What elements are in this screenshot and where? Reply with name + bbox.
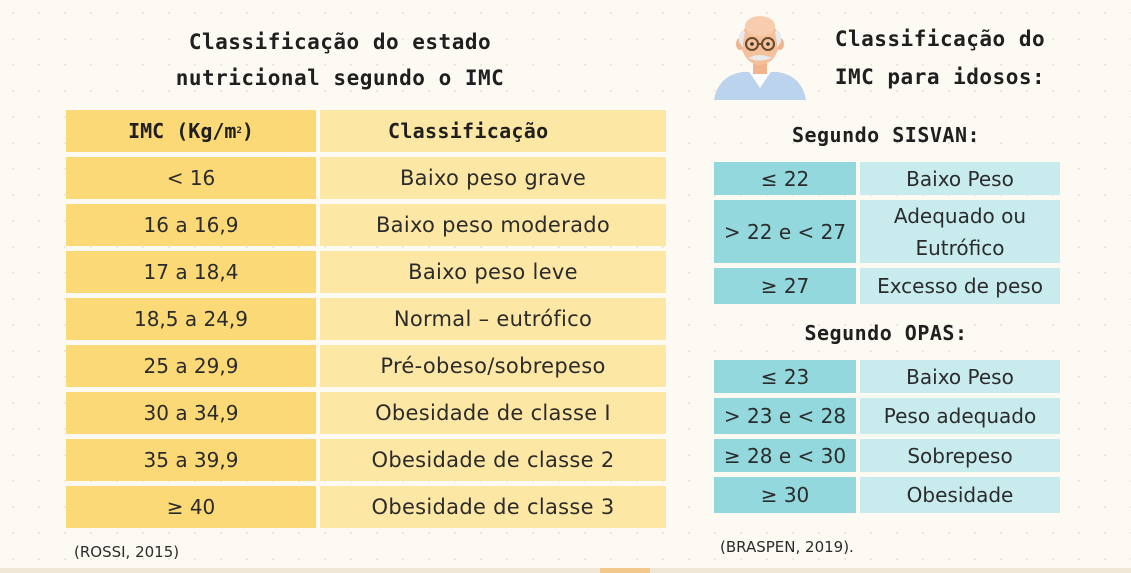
classificacao-cell: Normal – eutrófico: [320, 298, 666, 340]
imc-cell: ≥ 27: [714, 268, 856, 304]
imc-cell: ≤ 22: [714, 162, 856, 195]
table-row: ≥ 30 Obesidade: [714, 477, 1060, 513]
table-row: 25 a 29,9 Pré-obeso/sobrepeso: [66, 345, 666, 387]
imc-cell: ≥ 40: [66, 486, 316, 528]
left-citation: (ROSSI, 2015): [74, 543, 180, 561]
table-row: < 16 Baixo peso grave: [66, 157, 666, 199]
table-header-row: IMC (Kg/m 2) Classificação: [66, 110, 666, 152]
header-imc-text: IMC (Kg/m: [128, 119, 237, 143]
right-title-line1: Classificação do: [834, 27, 1046, 51]
elderly-man-icon: [712, 8, 808, 100]
header-imc-sup: 2: [236, 126, 242, 136]
table-row: 35 a 39,9 Obesidade de classe 2: [66, 439, 666, 481]
table-row: ≤ 23 Baixo Peso: [714, 360, 1060, 393]
classificacao-line2: Eutrófico: [915, 235, 1005, 260]
classificacao-cell: Obesidade de classe I: [320, 392, 666, 434]
opas-table: ≤ 23 Baixo Peso > 23 e < 28 Peso adequad…: [714, 360, 1060, 518]
classificacao-cell: Baixo peso moderado: [320, 204, 666, 246]
table-row: ≥ 40 Obesidade de classe 3: [66, 486, 666, 528]
classificacao-cell: Baixo peso leve: [320, 251, 666, 293]
table-row: 17 a 18,4 Baixo peso leve: [66, 251, 666, 293]
left-title-line1: Classificação do estado: [188, 30, 492, 54]
bottom-strip: [0, 568, 1131, 573]
left-title-line2: nutricional segundo o IMC: [175, 66, 505, 90]
table-row: 16 a 16,9 Baixo peso moderado: [66, 204, 666, 246]
sisvan-title: Segundo SISVAN:: [791, 123, 981, 147]
imc-cell: 30 a 34,9: [66, 392, 316, 434]
imc-cell: 16 a 16,9: [66, 204, 316, 246]
classificacao-cell: Pré-obeso/sobrepeso: [320, 345, 666, 387]
left-title: Classificação do estado nutricional segu…: [130, 24, 550, 96]
imc-cell: 17 a 18,4: [66, 251, 316, 293]
table-row: ≤ 22 Baixo Peso: [714, 162, 1060, 195]
classificacao-cell: Obesidade: [860, 477, 1060, 513]
header-imc-close: ): [241, 119, 254, 143]
opas-title: Segundo OPAS:: [804, 321, 968, 345]
classificacao-cell: Adequado ou Eutrófico: [860, 200, 1060, 263]
bottom-strip-accent: [600, 568, 650, 573]
classificacao-cell: Baixo Peso: [860, 360, 1060, 393]
imc-cell: 18,5 a 24,9: [66, 298, 316, 340]
imc-cell: ≥ 28 e < 30: [714, 439, 856, 472]
imc-cell: ≥ 30: [714, 477, 856, 513]
imc-cell: > 23 e < 28: [714, 398, 856, 434]
header-imc: IMC (Kg/m 2): [66, 110, 316, 152]
right-citation: (BRASPEN, 2019).: [720, 538, 854, 556]
classificacao-cell: Peso adequado: [860, 398, 1060, 434]
classificacao-cell: Excesso de peso: [860, 268, 1060, 304]
classificacao-cell: Obesidade de classe 3: [320, 486, 666, 528]
imc-cell: ≤ 23: [714, 360, 856, 393]
imc-cell: > 22 e < 27: [714, 200, 856, 263]
classificacao-cell: Obesidade de classe 2: [320, 439, 666, 481]
classificacao-cell: Baixo Peso: [860, 162, 1060, 195]
table-row: ≥ 27 Excesso de peso: [714, 268, 1060, 304]
header-classificacao: Classificação: [320, 110, 666, 152]
table-row: > 23 e < 28 Peso adequado: [714, 398, 1060, 434]
classificacao-cell: Sobrepeso: [860, 439, 1060, 472]
classificacao-cell: Baixo peso grave: [320, 157, 666, 199]
sisvan-table: ≤ 22 Baixo Peso > 22 e < 27 Adequado ou …: [714, 162, 1060, 309]
imc-cell: 35 a 39,9: [66, 439, 316, 481]
right-title: Classificação do IMC para idosos:: [810, 20, 1070, 96]
table-row: > 22 e < 27 Adequado ou Eutrófico: [714, 200, 1060, 263]
table-row: ≥ 28 e < 30 Sobrepeso: [714, 439, 1060, 472]
table-row: 30 a 34,9 Obesidade de classe I: [66, 392, 666, 434]
classificacao-line1: Adequado ou: [893, 203, 1027, 228]
imc-cell: < 16: [66, 157, 316, 199]
imc-classification-table: IMC (Kg/m 2) Classificação < 16 Baixo pes…: [66, 110, 666, 533]
right-title-line2: IMC para idosos:: [834, 65, 1046, 89]
imc-cell: 25 a 29,9: [66, 345, 316, 387]
table-row: 18,5 a 24,9 Normal – eutrófico: [66, 298, 666, 340]
